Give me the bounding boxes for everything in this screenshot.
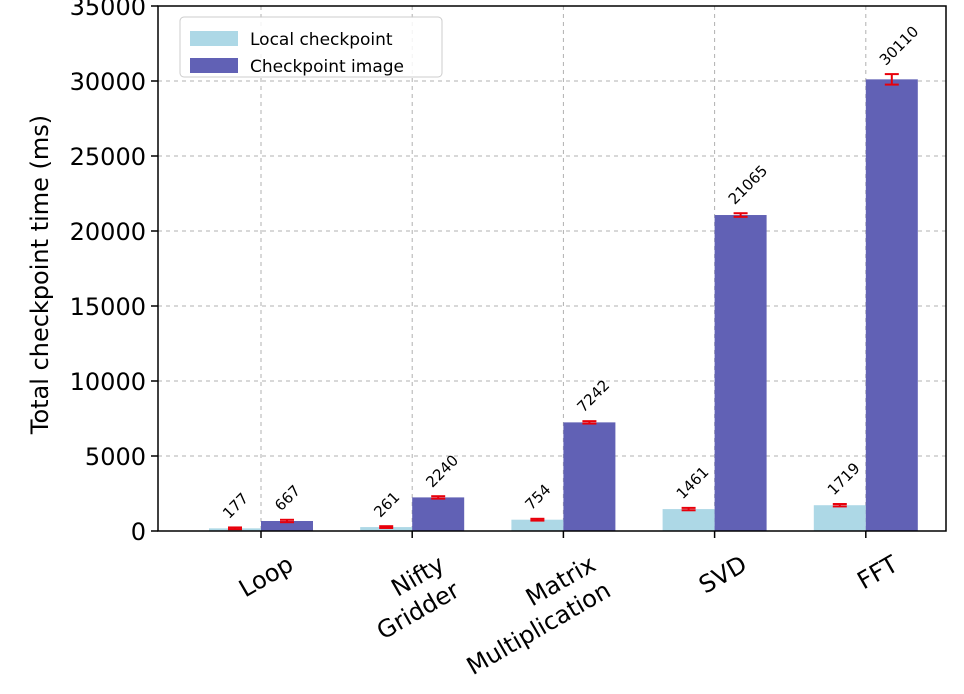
y-tick-label: 30000 [70, 68, 146, 96]
y-tick-label: 25000 [70, 143, 146, 171]
bar-local-checkpoint [813, 505, 866, 531]
data-label: 1719 [824, 459, 864, 499]
bar-checkpoint-image [563, 422, 616, 531]
data-label: 30110 [876, 22, 922, 68]
x-tick-label: SVD [694, 550, 751, 599]
error-bar [431, 495, 446, 500]
grid-layer [158, 6, 946, 531]
x-tick-label: Loop [234, 550, 298, 603]
y-tick-label: 15000 [70, 293, 146, 321]
y-axis: 0 5000 10000 15000 20000 25000 30000 35000 [70, 0, 158, 546]
y-tick-label: 20000 [70, 218, 146, 246]
data-label: 754 [522, 481, 555, 514]
data-label: 7242 [574, 376, 614, 416]
legend-swatch [190, 58, 238, 73]
bar-checkpoint-image [412, 497, 465, 531]
data-label: 667 [271, 482, 304, 515]
y-tick-label: 5000 [85, 443, 146, 471]
legend-swatch [190, 31, 238, 46]
error-bar [884, 73, 899, 86]
bar-local-checkpoint [662, 509, 715, 531]
legend: Local checkpoint Checkpoint image [179, 16, 443, 78]
error-bar [379, 525, 394, 529]
y-tick-label: 0 [131, 518, 146, 546]
data-label: 177 [219, 489, 252, 522]
error-bar [832, 503, 847, 508]
legend-label: Checkpoint image [250, 57, 404, 77]
data-label: 2240 [422, 451, 462, 491]
error-bar [228, 526, 242, 531]
error-bar [530, 517, 545, 522]
bar-checkpoint-image [261, 520, 313, 531]
data-label: 21065 [725, 162, 771, 208]
y-axis-title: Total checkpoint time (ms) [26, 115, 54, 435]
error-bar [582, 420, 597, 425]
data-label: 1461 [673, 463, 713, 503]
bar-checkpoint-image [714, 215, 767, 531]
error-bar [733, 212, 748, 218]
y-tick-label: 10000 [70, 368, 146, 396]
legend-box [179, 16, 443, 78]
plot-frame [157, 5, 947, 532]
bar-local-checkpoint [511, 519, 564, 531]
legend-label: Local checkpoint [250, 30, 393, 50]
error-bar [681, 506, 696, 512]
bars-layer [209, 73, 918, 531]
bar-local-checkpoint [360, 527, 413, 531]
error-bar [280, 518, 294, 524]
bar-checkpoint-image [865, 79, 918, 531]
x-tick-label-line: Loop [234, 550, 298, 603]
y-tick-label: 35000 [70, 0, 146, 21]
x-tick-label-line: FFT [853, 550, 904, 595]
x-tick-label-line: SVD [694, 550, 751, 599]
x-tick-label: FFT [853, 550, 904, 595]
data-label: 261 [370, 488, 403, 521]
